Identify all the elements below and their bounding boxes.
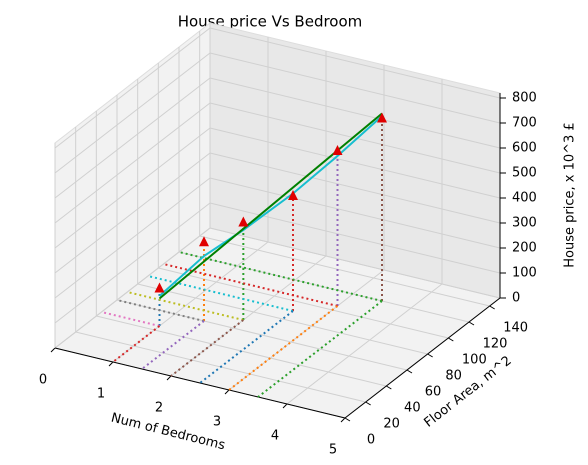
x-tick-label: 5 [329, 443, 337, 458]
grid-line [158, 267, 449, 339]
x-tick-label: 2 [155, 401, 163, 416]
grid-line [209, 52, 501, 124]
grid-line [54, 152, 211, 274]
grid-line [199, 235, 490, 307]
x-tick-label: 4 [271, 429, 279, 444]
tick-mark [282, 403, 288, 409]
z-tick-label: 100 [512, 266, 537, 281]
grid-line [54, 202, 211, 324]
tick-mark [108, 361, 114, 367]
tick-mark [386, 385, 392, 390]
grid-line [178, 251, 470, 323]
z-axis-label: House price, x 10^3 £ [563, 122, 578, 267]
grid-line [209, 102, 501, 174]
grid-line [54, 27, 211, 149]
y-tick-label: 40 [404, 401, 421, 416]
grid-line [286, 283, 443, 405]
point [199, 236, 209, 247]
grid-line [228, 269, 385, 391]
point [332, 145, 343, 155]
y-tick-label: 0 [367, 433, 375, 448]
grid-line [54, 52, 211, 174]
point [154, 282, 165, 293]
y-axis [344, 297, 501, 419]
grid-line [116, 299, 408, 371]
fit-line [158, 112, 383, 300]
z-tick-label: 700 [512, 116, 537, 131]
grid-line [209, 127, 501, 199]
grid-line [209, 152, 501, 224]
z-tick-label: 0 [512, 291, 520, 306]
z-tick-label: 800 [512, 91, 537, 106]
grid-line [54, 102, 211, 224]
z-tick-label: 200 [512, 241, 537, 256]
y-tick-label: 100 [462, 353, 487, 368]
point [288, 190, 298, 200]
x-axis-label: Num of Bedrooms [109, 411, 226, 454]
tick-mark [340, 417, 346, 423]
x-tick-label: 0 [39, 373, 47, 388]
tick-mark [344, 417, 351, 422]
grid-line [54, 227, 211, 349]
grid-line [209, 27, 501, 99]
grid-line [54, 177, 211, 299]
z-tick-label: 400 [512, 191, 537, 206]
x-axis [54, 347, 346, 419]
tick-mark [448, 337, 454, 342]
tick-mark [468, 321, 475, 326]
tick-mark [365, 401, 371, 406]
point [377, 112, 387, 123]
grid-line [170, 255, 327, 377]
tick-mark [406, 369, 413, 374]
tick-mark [427, 353, 433, 358]
x-tick-label: 1 [97, 387, 105, 402]
grid-line [209, 77, 501, 149]
floor-line [257, 300, 383, 398]
y-tick-label: 60 [425, 385, 442, 400]
floor-line [141, 320, 205, 370]
grid-line [54, 127, 211, 249]
grid-line [209, 177, 501, 249]
y-tick-label: 80 [445, 369, 462, 384]
grid-line [137, 283, 428, 355]
y-tick-label: 20 [383, 417, 400, 432]
y-tick-label: 120 [483, 337, 508, 352]
z-tick-label: 300 [512, 216, 537, 231]
y-tick-label: 140 [503, 321, 528, 336]
point [238, 216, 249, 227]
floor-line [170, 319, 244, 377]
fit-curve [158, 115, 383, 297]
tick-mark [50, 347, 56, 353]
z-tick-label: 500 [512, 166, 537, 181]
grid-line [209, 227, 501, 299]
tick-mark [166, 375, 172, 381]
tick-mark [489, 305, 495, 310]
z-tick-label: 600 [512, 141, 537, 156]
x-tick-label: 3 [213, 415, 221, 430]
grid-line [209, 202, 501, 274]
grid-line [54, 77, 211, 199]
tick-mark [224, 389, 230, 395]
